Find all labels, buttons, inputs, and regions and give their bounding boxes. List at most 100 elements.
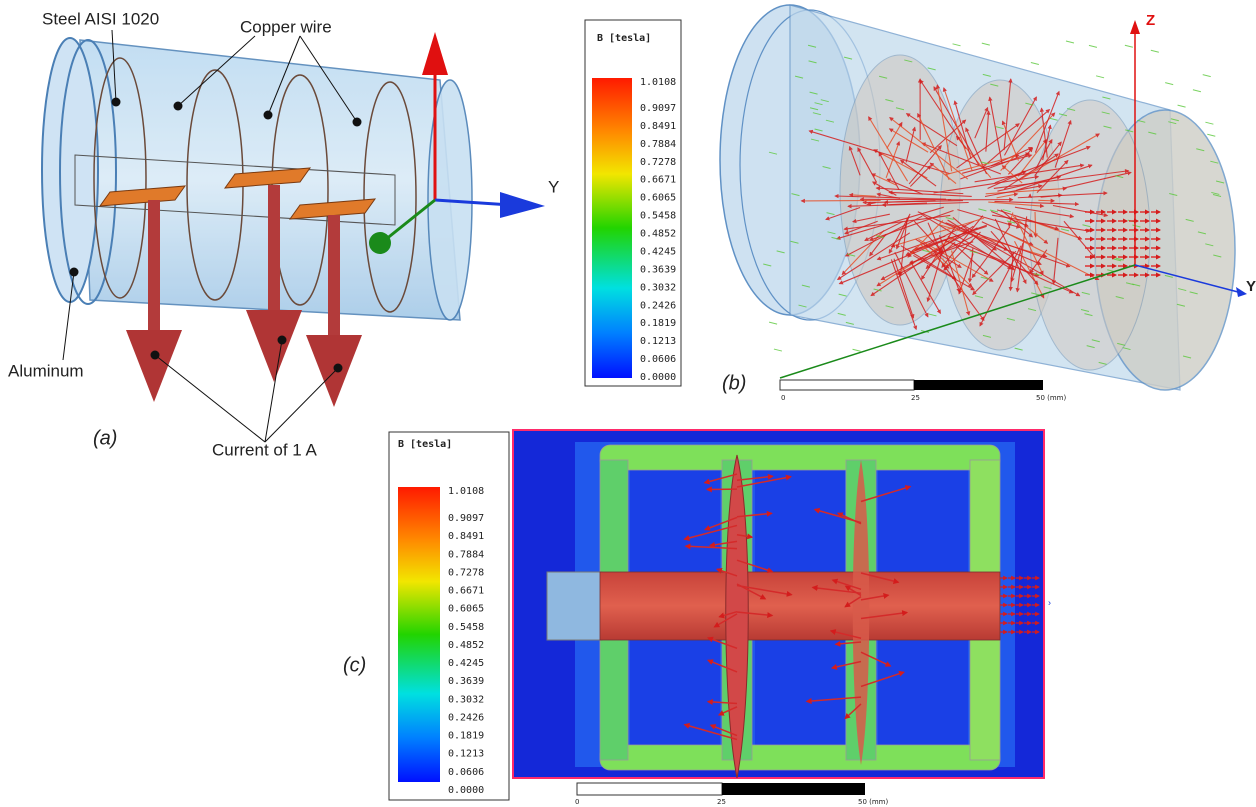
legend-ticks: 1.0108 0.9097 0.8491 0.7884 0.7278 0.6671 0.60… (640, 77, 676, 383)
field-arrow (1066, 41, 1074, 43)
color-bar (592, 78, 632, 378)
color-bar (398, 487, 440, 782)
current-arrow (148, 200, 160, 330)
annotation: Current of 1 A (212, 440, 318, 459)
legend-tick-label: 0.7884 (448, 549, 484, 560)
current-arrow-head (126, 330, 182, 402)
field-arrow (1203, 75, 1211, 77)
scale-bar (577, 783, 722, 795)
legend-tick-label: 0.4852 (448, 640, 484, 651)
scale-bar (722, 783, 865, 795)
legend-tick-label: 1.0108 (448, 486, 484, 497)
field-arrow (953, 44, 961, 46)
legend-tick-label: 0.9097 (448, 513, 484, 524)
legend-tick-label: 0.6671 (640, 175, 676, 186)
field-arrow (1178, 105, 1186, 107)
body: { "panel_a": { "label": "(a)", "annotati… (0, 0, 1256, 807)
legend-tick-label: 0.1213 (448, 749, 484, 760)
legend-title: B [tesla] (597, 33, 651, 44)
legend-tick-label: 0.3032 (640, 282, 676, 293)
legend-tick-label: 0.3639 (640, 264, 676, 275)
legend-tick-label: 0.4245 (640, 246, 676, 257)
axis-marker: › (1048, 597, 1051, 607)
inner-box (547, 572, 602, 640)
steel-frame (600, 745, 1000, 770)
legend-tick-label: 0.5458 (640, 211, 676, 222)
legend-tick-label: 0.1213 (640, 336, 676, 347)
figure: Y Steel AISI 1020 Copper wire Aluminum C… (0, 0, 1256, 807)
callout-dots (334, 364, 343, 373)
legend-tick-label: 0.4852 (640, 229, 676, 240)
callout-dots (278, 336, 287, 345)
scale-label: 0 (781, 394, 785, 402)
cylinder (1030, 100, 1150, 370)
annotation: Copper wire (240, 17, 332, 36)
legend-tick-label: 0.0000 (640, 372, 676, 383)
z-axis-head (1130, 20, 1140, 34)
legend-tick-label: 0.6065 (640, 193, 676, 204)
scale-label: 0 (575, 798, 579, 806)
legend-tick-label: 0.2426 (448, 712, 484, 723)
annotation: Aluminum (8, 361, 84, 380)
legend-tick-label: 0.7884 (640, 139, 676, 150)
panel-label: (b) (722, 372, 746, 394)
field-arrow (1031, 62, 1039, 64)
callouts (155, 355, 265, 442)
callout-dots (174, 102, 183, 111)
field-arrow (1151, 50, 1159, 52)
field-arrow (1096, 76, 1104, 78)
panel-c: B [tesla] 1.0108 0.9097 0.8491 0.7884 0.7278… (343, 430, 1051, 806)
field-arrow (1207, 134, 1215, 136)
scale-label: 50 (mm) (858, 798, 889, 806)
legend-tick-label: 0.3639 (448, 676, 484, 687)
legend-tick-label: 0.8491 (448, 531, 484, 542)
legend-tick-label: 1.0108 (640, 77, 676, 88)
legend-tick-label: 0.0606 (448, 767, 484, 778)
y-axis-label: Y (1246, 278, 1256, 295)
field-arrow (1193, 90, 1201, 92)
legend-title: B [tesla] (398, 439, 452, 450)
field-arrow (774, 349, 782, 351)
legend-tick-label: 0.9097 (640, 103, 676, 114)
z-axis-head (422, 32, 448, 75)
current-arrow-head (246, 310, 302, 382)
field-arrow (1205, 122, 1213, 124)
scale-label: 25 (717, 798, 726, 806)
aluminum-ring (42, 38, 98, 302)
legend-tick-label: 0.7278 (448, 567, 484, 578)
shaft (600, 572, 1000, 640)
legend-tick-label: 0.3032 (448, 694, 484, 705)
field-arrow (1165, 83, 1173, 85)
legend-tick-label: 0.0606 (640, 354, 676, 365)
legend-tick-label: 0.2426 (640, 300, 676, 311)
callout-dots (70, 268, 79, 277)
legend-tick-label: 0.7278 (640, 157, 676, 168)
field-arrow (769, 322, 777, 324)
page: Magnetic field figure html, body { margi… (0, 0, 1256, 807)
legend-tick-label: 0.1819 (448, 731, 484, 742)
callout-dots (353, 118, 362, 127)
y-axis-head (500, 192, 545, 218)
callout-dots (264, 111, 273, 120)
panel-b: B [tesla] 1.0108 0.9097 0.8491 0.7884 0.7278… (585, 5, 1256, 402)
legend-tick-label: 0.8491 (640, 121, 676, 132)
panel-a: Y Steel AISI 1020 Copper wire Aluminum C… (8, 9, 559, 459)
scale-label: 25 (911, 394, 920, 402)
callout-dots (112, 98, 121, 107)
field-arrow (1089, 45, 1097, 47)
scale-bar (914, 380, 1043, 390)
legend-tick-label: 0.5458 (448, 622, 484, 633)
legend-tick-label: 0.4245 (448, 658, 484, 669)
legend-ticks: 1.01080.90970.84910.78840.72780.66710.60… (448, 486, 484, 796)
current-arrow (328, 215, 340, 335)
annotation: Steel AISI 1020 (42, 9, 159, 28)
field-arrow (853, 349, 861, 351)
panel-label: (a) (93, 427, 117, 449)
legend-tick-label: 0.0000 (448, 785, 484, 796)
field-arrow (982, 43, 990, 45)
z-axis-label: Z (1146, 12, 1155, 29)
scale-bar (780, 380, 914, 390)
y-axis-label: Y (548, 177, 559, 196)
legend-tick-label: 0.6671 (448, 586, 484, 597)
field-arrow (1038, 200, 1054, 201)
